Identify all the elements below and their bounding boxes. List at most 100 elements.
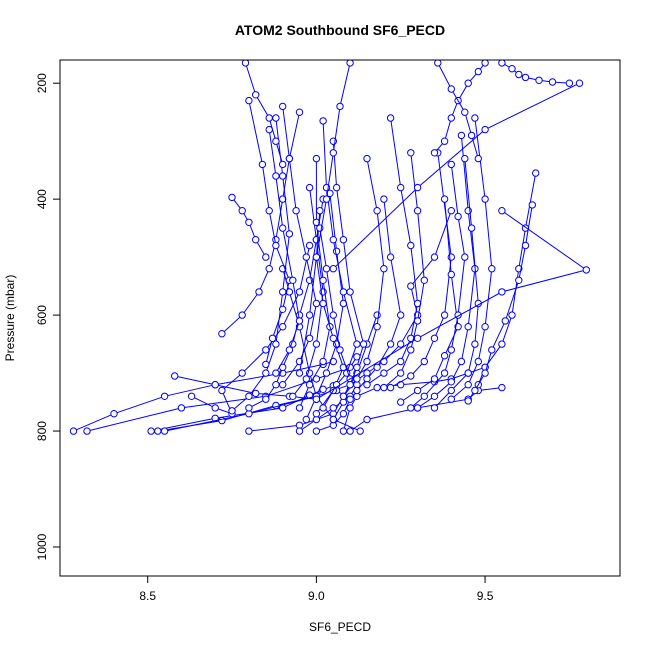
- data-point: [295, 427, 304, 435]
- data-point: [464, 381, 472, 389]
- data-point: [373, 363, 381, 371]
- data-point: [319, 276, 327, 284]
- data-point: [474, 154, 482, 163]
- profile-series: [329, 79, 584, 273]
- data-point: [397, 311, 405, 319]
- data-point: [461, 154, 469, 163]
- data-point: [474, 67, 482, 76]
- data-point: [397, 357, 405, 366]
- data-point: [447, 395, 455, 403]
- data-point: [508, 311, 516, 319]
- data-point: [211, 381, 219, 389]
- data-point: [245, 404, 253, 412]
- data-point: [241, 60, 250, 67]
- profile-series: [329, 137, 368, 389]
- data-point: [279, 102, 287, 111]
- data-point: [407, 241, 415, 250]
- data-point: [467, 131, 476, 140]
- profile-series: [464, 169, 540, 405]
- data-point: [272, 381, 280, 389]
- data-point: [420, 276, 428, 284]
- data-point: [464, 369, 472, 377]
- chart-title: ATOM2 Southbound SF6_PECD: [235, 22, 445, 38]
- data-point: [302, 253, 310, 261]
- x-tick-label: 8.5: [139, 589, 156, 603]
- data-point: [353, 375, 361, 383]
- data-point: [305, 241, 314, 250]
- data-point: [326, 189, 334, 198]
- profile-series: [407, 160, 469, 412]
- data-point: [279, 288, 287, 296]
- data-point: [407, 346, 415, 354]
- data-point: [332, 247, 341, 256]
- profile-series: [498, 60, 574, 87]
- profile-line: [191, 245, 311, 415]
- data-point: [447, 114, 455, 122]
- data-point: [187, 392, 196, 400]
- data-point: [528, 201, 536, 209]
- data-point: [464, 323, 472, 331]
- data-point: [279, 305, 287, 313]
- profile-series: [295, 60, 354, 377]
- data-point: [413, 183, 422, 192]
- data-point: [272, 137, 280, 145]
- data-point: [279, 172, 287, 180]
- data-point: [272, 114, 280, 122]
- data-point: [471, 340, 479, 348]
- data-point: [228, 407, 236, 415]
- data-point: [575, 79, 584, 87]
- data-point: [447, 85, 455, 93]
- profile-series: [187, 241, 314, 418]
- data-point: [329, 236, 337, 244]
- profile-series: [289, 183, 327, 400]
- data-point: [532, 169, 540, 177]
- data-point: [413, 386, 422, 395]
- plot-frame: [59, 59, 621, 577]
- data-point: [302, 415, 310, 424]
- profile-line: [248, 100, 290, 365]
- data-point: [440, 369, 449, 377]
- data-point: [329, 415, 337, 424]
- data-point: [407, 149, 415, 157]
- data-point: [498, 383, 506, 392]
- x-axis-title: SF6_PECD: [309, 620, 371, 634]
- data-point: [461, 253, 469, 261]
- data-point: [322, 195, 331, 203]
- data-point: [430, 375, 439, 383]
- data-point: [258, 160, 267, 169]
- data-point: [272, 172, 280, 180]
- data-point: [380, 265, 388, 273]
- data-point: [380, 369, 388, 377]
- data-point: [386, 253, 395, 261]
- data-point: [434, 60, 442, 67]
- data-point: [262, 369, 270, 377]
- data-point: [279, 381, 287, 389]
- data-point: [397, 381, 405, 389]
- data-point: [521, 241, 530, 250]
- data-point: [322, 369, 331, 377]
- data-point: [447, 386, 455, 395]
- data-point: [329, 404, 337, 412]
- data-point: [481, 60, 489, 67]
- data-point: [535, 76, 543, 85]
- data-point: [265, 265, 273, 273]
- data-point: [464, 79, 472, 87]
- data-point: [373, 323, 381, 331]
- data-point: [262, 253, 270, 261]
- data-point: [420, 357, 428, 366]
- data-point: [481, 195, 489, 203]
- data-point: [363, 154, 371, 163]
- data-point: [498, 340, 506, 348]
- data-point: [265, 114, 273, 122]
- data-point: [295, 288, 304, 296]
- profile-series: [241, 60, 287, 169]
- data-point: [430, 149, 439, 157]
- y-axis: 200 400 600 800 1000: [35, 73, 60, 560]
- data-point: [83, 427, 91, 435]
- data-point: [336, 102, 344, 111]
- data-point: [295, 317, 304, 325]
- data-point: [461, 108, 469, 116]
- data-point: [407, 372, 415, 380]
- profile-series: [430, 154, 482, 412]
